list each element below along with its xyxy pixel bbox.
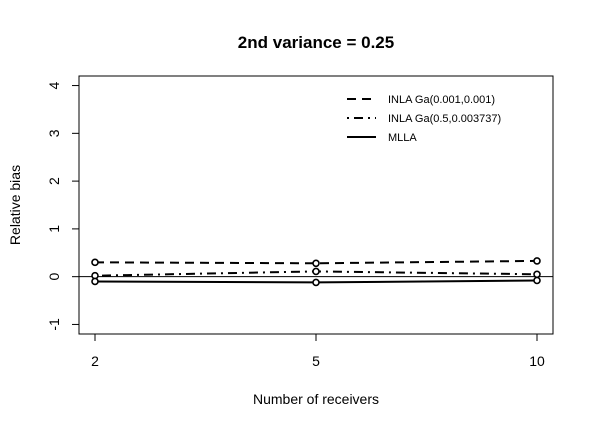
x-tick-label-10: 10 (529, 353, 545, 369)
series-layer (79, 257, 553, 287)
y-tick-label-1: 0 (46, 273, 62, 281)
series-0-point-1 (312, 259, 320, 268)
y-tick-label-3: 2 (46, 177, 62, 185)
series-line-0 (94, 259, 538, 265)
series-1-point-1 (312, 267, 320, 276)
series-0-point-2 (533, 257, 541, 265)
y-tick-label-5: 4 (46, 81, 62, 89)
y-tick-label-2: 1 (46, 225, 62, 233)
y-axis-label: Relative bias (7, 165, 23, 245)
x-axis-label: Number of receivers (253, 391, 379, 407)
legend-label-0: INLA Ga(0.001,0.001) (388, 94, 495, 106)
series-2-point-1 (312, 278, 320, 287)
y-tick-label-0: -1 (46, 318, 62, 331)
y-axis: -1 0 1 2 3 4 (46, 81, 79, 331)
x-axis: 2 5 10 (91, 334, 545, 369)
legend-label-2: MLLA (388, 132, 417, 144)
series-1-point-2 (533, 270, 541, 279)
legend-label-1: INLA Ga(0.5,0.003737) (388, 113, 501, 125)
y-tick-label-4: 3 (46, 129, 62, 137)
chart-title: 2nd variance = 0.25 (238, 33, 394, 52)
series-0-point-0 (91, 258, 99, 267)
x-tick-label-2: 2 (91, 353, 99, 369)
series-2-point-2 (533, 276, 541, 285)
series-2-point-0 (91, 277, 99, 286)
x-tick-label-5: 5 (312, 353, 320, 369)
legend: INLA Ga(0.001,0.001) INLA Ga(0.5,0.003737… (347, 94, 501, 144)
